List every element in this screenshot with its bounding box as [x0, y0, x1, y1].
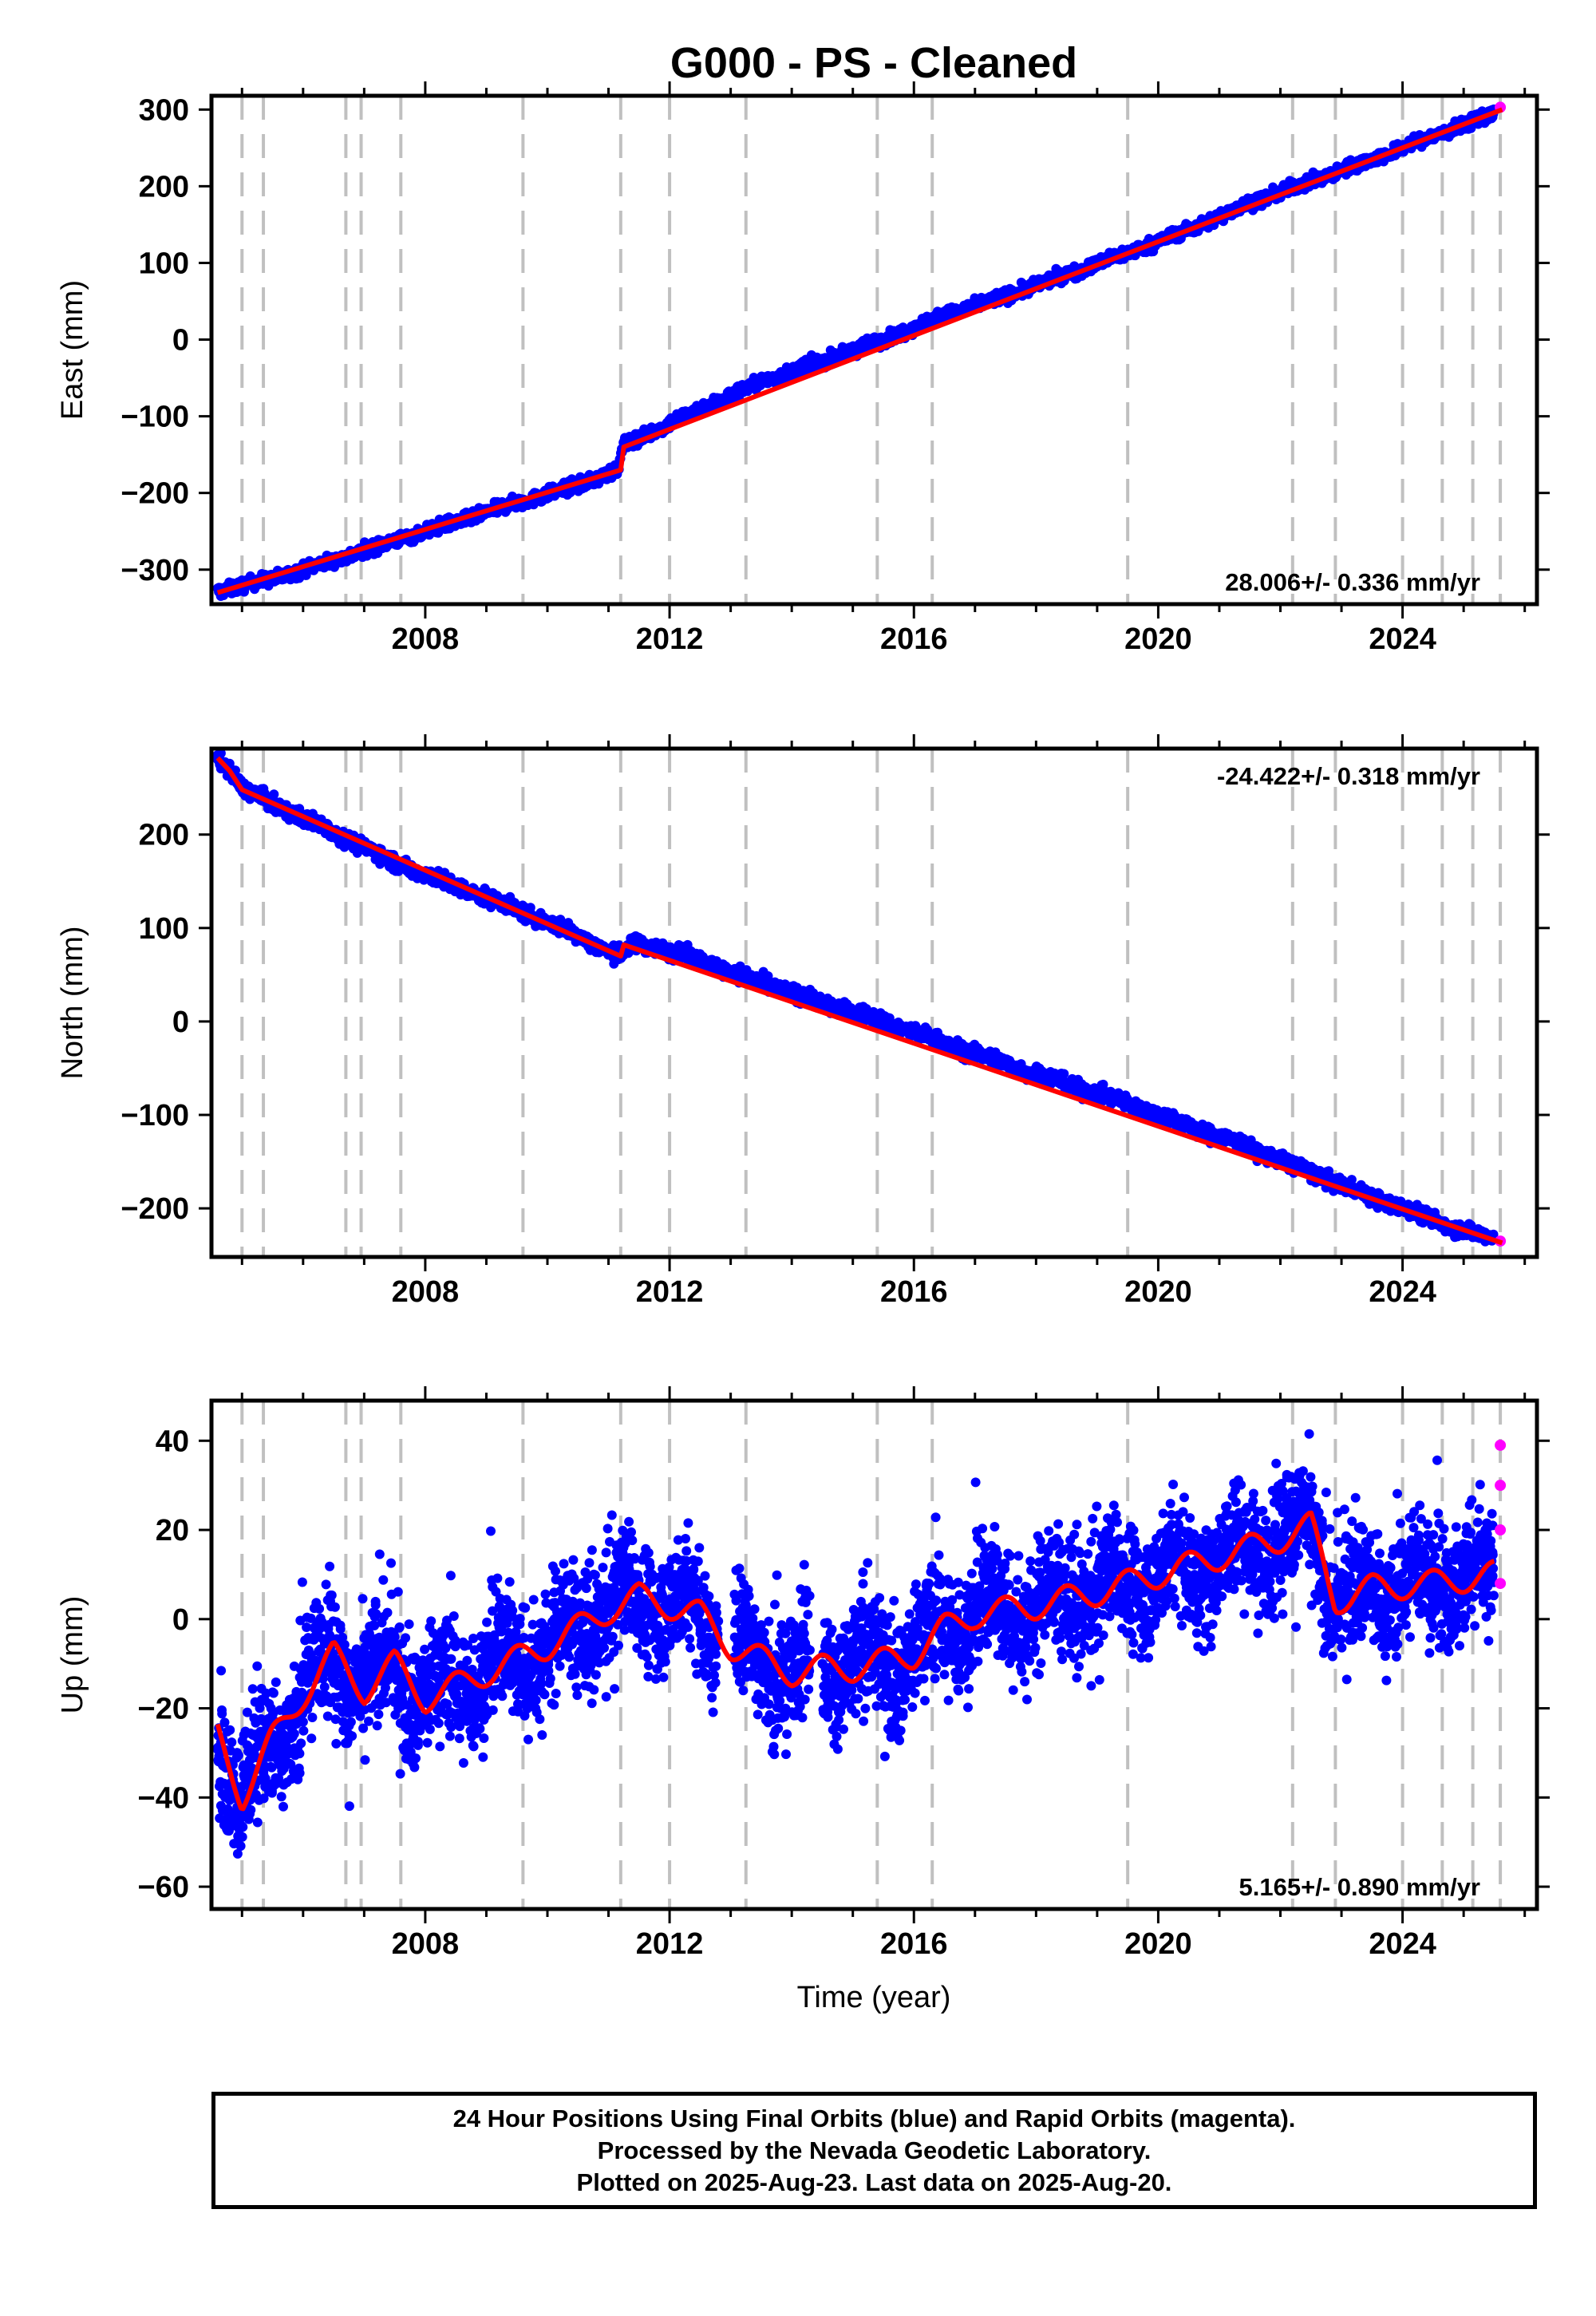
y-tick-label: 200	[139, 170, 189, 204]
panels-group: 2008 2012 2016 2020 2024 −300 −200 −100 0 100 200 3…	[56, 81, 1550, 1961]
y-axis-label: East (mm)	[56, 280, 89, 420]
panel-1: 2008 2012 2016 2020 2024 −300 −200 −100 0 100 200 3…	[56, 81, 1550, 656]
y-tick-label: 100	[139, 247, 189, 280]
final-orbit-points	[212, 748, 1499, 1247]
x-tick-label: 2020	[1124, 622, 1192, 656]
y-tick-label: −300	[120, 554, 189, 587]
x-tick-label: 2016	[880, 622, 948, 656]
y-tick-label: −200	[120, 477, 189, 511]
x-tick-label: 2024	[1369, 622, 1436, 656]
y-tick-label: −100	[120, 401, 189, 434]
y-tick-label: 300	[139, 93, 189, 127]
final-orbit-points	[212, 104, 1499, 601]
rate-label: 28.006+/- 0.336 mm/yr	[1225, 568, 1480, 596]
data-point	[269, 789, 279, 800]
chart-title: G000 - PS - Cleaned	[670, 39, 1077, 87]
x-tick-label: 2012	[636, 622, 704, 656]
y-tick-label: 0	[172, 324, 189, 358]
x-tick-label: 2008	[392, 622, 460, 656]
panel-2: 2008 2012 2016 2020 2024−200−1000100200North…	[56, 734, 1550, 1309]
